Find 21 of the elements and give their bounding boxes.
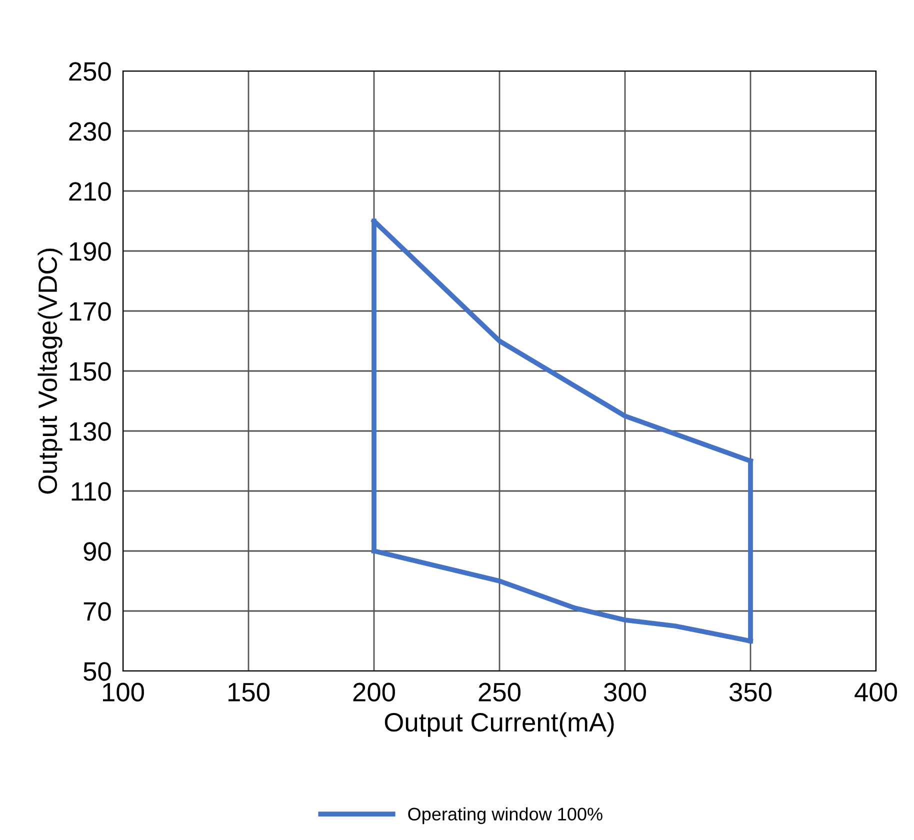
y-tick-label: 230 (69, 122, 111, 141)
y-tick-label: 70 (84, 602, 111, 621)
y-tick-label: 190 (70, 242, 111, 261)
y-tick-label: 170 (70, 302, 111, 321)
y-tick-label: 50 (84, 662, 111, 681)
y-tick-label: 130 (70, 422, 111, 441)
y-tick-label: 110 (72, 482, 111, 501)
y-tick-label: 250 (69, 62, 111, 81)
y-tick-label: 210 (69, 182, 111, 201)
y-tick-label: 90 (84, 542, 111, 561)
y-axis-title: Output Voltage(VDC) (38, 248, 62, 494)
x-tick-label: 150 (228, 682, 270, 702)
x-tick-label: 200 (353, 682, 395, 702)
x-tick-label: 250 (478, 682, 520, 702)
x-tick-label: 350 (729, 682, 772, 702)
x-tick-label: 400 (854, 682, 897, 702)
legend-label: Operating window 100% (408, 807, 602, 824)
x-tick-label: 100 (103, 682, 144, 702)
y-tick-label: 150 (70, 362, 111, 381)
x-axis-title: Output Current(mA) (384, 712, 614, 737)
x-tick-label: 300 (604, 682, 646, 702)
